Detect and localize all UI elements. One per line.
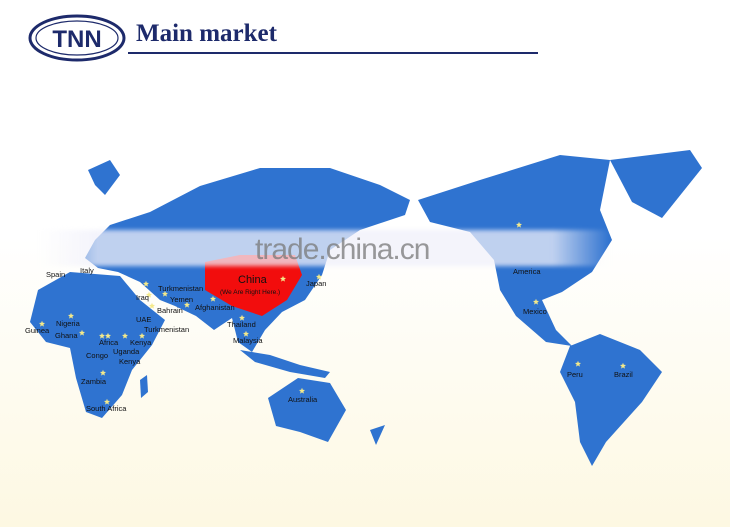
market-star-icon — [79, 329, 85, 336]
south-america — [560, 334, 662, 466]
market-star-icon — [149, 302, 155, 309]
market-label: Uganda — [113, 347, 140, 356]
market-label: Malaysia — [233, 336, 263, 345]
market-label: Japan — [306, 279, 326, 288]
market-star-icon — [100, 369, 106, 376]
market-star-icon — [210, 295, 216, 302]
tnn-logo: TNN — [28, 14, 126, 62]
header-divider — [128, 52, 538, 54]
market-star-icon — [68, 312, 74, 319]
market-star-icon — [105, 332, 111, 339]
madagascar — [140, 375, 148, 398]
market-label: Iraq — [136, 293, 149, 302]
australia — [268, 378, 346, 442]
market-label: Bahrain — [157, 306, 183, 315]
market-label: Yemen — [170, 295, 193, 304]
market-star-icon — [243, 330, 249, 337]
market-label: Mexico — [523, 307, 547, 316]
market-star-icon — [39, 320, 45, 327]
watermark-band — [40, 230, 610, 266]
market-star-icon — [239, 314, 245, 321]
market-label: Guinea — [25, 326, 50, 335]
market-label: Brazil — [614, 370, 633, 379]
market-star-icon — [143, 280, 149, 287]
market-label: Congo — [86, 351, 108, 360]
market-star-icon — [122, 332, 128, 339]
market-star-icon — [280, 275, 286, 282]
market-label: Kenya — [130, 338, 152, 347]
market-label: Nigeria — [56, 319, 81, 328]
market-star-icon — [99, 332, 105, 339]
market-star-icon — [146, 291, 152, 298]
indonesia — [240, 350, 330, 378]
market-star-icon — [533, 298, 539, 305]
page-title: Main market — [136, 20, 277, 47]
market-label: Italy — [80, 266, 94, 275]
market-star-icon — [184, 301, 190, 308]
logo-text: TNN — [52, 26, 101, 53]
market-label: Africa — [99, 338, 119, 347]
market-star-icon — [162, 290, 168, 297]
market-star-icon — [139, 332, 145, 339]
market-label: Turkmenistan — [158, 284, 203, 293]
market-label: Turkmenistan — [144, 325, 189, 334]
market-star-icon — [104, 398, 110, 405]
market-star-icon — [620, 362, 626, 369]
market-label: UAE — [136, 315, 151, 324]
market-label: Spain — [46, 270, 65, 279]
china-note: (We Are Right Here.) — [220, 289, 280, 296]
market-label: South Africa — [86, 404, 127, 413]
market-label: Ghana — [55, 331, 78, 340]
market-star-icon — [316, 273, 322, 280]
china-highlight — [205, 255, 302, 316]
africa — [30, 272, 165, 418]
new-zealand — [370, 425, 385, 445]
market-label: America — [513, 267, 541, 276]
market-star-icon — [575, 360, 581, 367]
market-label: Kenya — [119, 357, 141, 366]
market-label: Peru — [567, 370, 583, 379]
market-label: Afghanistan — [195, 303, 235, 312]
market-star-icon — [516, 221, 522, 228]
market-label: Zambia — [81, 377, 107, 386]
china-label: China — [238, 274, 268, 286]
scandinavia — [88, 160, 120, 195]
watermark: trade.china.cn — [255, 233, 430, 266]
greenland — [610, 150, 702, 218]
market-label: Thailand — [227, 320, 256, 329]
market-star-icon — [299, 387, 305, 394]
market-label: Australia — [288, 395, 318, 404]
